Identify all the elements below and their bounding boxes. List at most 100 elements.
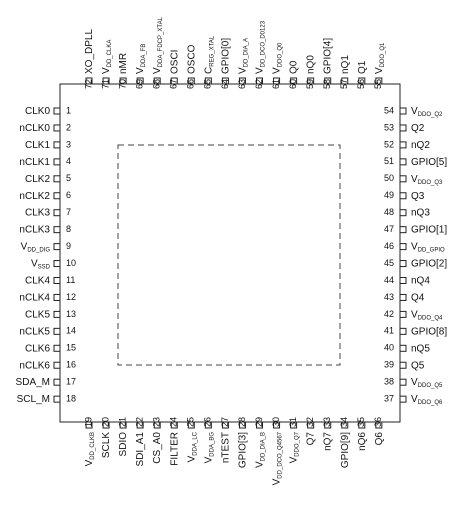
pin-label-main: nQ1 [339,55,350,74]
pin-pad [204,77,212,85]
pin-pad [170,77,178,85]
pin-label: VDD_DCO_D0123 [254,20,266,74]
pin-pad [307,421,315,429]
pin-number: 53 [384,122,394,132]
pin-pad [324,421,332,429]
pin-label: GPIO[4] [322,38,333,74]
pin-pad [53,226,61,234]
pin-label-main: SCLK [101,432,112,458]
pin-pad [358,421,366,429]
pin-label: CLK4 [25,275,50,286]
pin-number: 9 [66,241,71,251]
pin-label: VDD_CLKB [84,432,96,466]
pin-label: VDD_DCO_Q4567 [271,431,283,485]
pin-number: 46 [384,241,394,251]
pin-number: 67 [169,79,179,89]
pin-number: 28 [237,417,247,427]
pin-number: 16 [66,360,76,370]
pin-pad [399,293,407,301]
pin-pad [399,209,407,217]
pin-pad [153,77,161,85]
pin-pad [399,107,407,115]
pin-label: GPIO[5] [411,156,447,167]
pin-label-main: nCLK1 [19,156,50,167]
pin-label: GPIO[3] [237,432,248,468]
pin-number: 34 [339,417,349,427]
pin-pad [204,421,212,429]
pin-label-sub: DDA_FDCP_XTAL [158,16,164,67]
pin-number: 36 [373,417,383,427]
pin-number: 18 [66,394,76,404]
pin-number: 40 [384,343,394,353]
pin-label-sub: DDA_BG [209,432,215,457]
pin-label-main: V [152,67,163,74]
pin-pad [53,395,61,403]
pin-label-main: V [411,309,418,320]
pin-pad [375,77,383,85]
pin-label-sub: DDA_LC [192,431,198,455]
pin-label-main: nCLK4 [19,292,50,303]
pin-label-main: V [237,67,248,74]
pin-label-main: CLK4 [25,275,50,286]
pin-number: 2 [66,122,71,132]
pin-label-main: V [411,394,418,405]
pin-label: Q2 [411,123,425,134]
pin-label: nQ1 [339,55,350,74]
pin-label-main: Q3 [411,190,425,201]
pin-number: 3 [66,139,71,149]
pin-pad [256,77,263,85]
pin-label-main: V [254,461,265,468]
pin-label: VDDO_Q6 [411,394,443,406]
pin-pad [238,421,246,429]
pin-label: VDDA_LC [186,431,198,462]
pin-label: Q5 [411,360,425,371]
pin-label-main: V [84,459,95,466]
pin-pad [53,344,61,352]
pin-number: 71 [100,79,110,89]
pin-pad [53,141,61,149]
pin-label-main: nQ0 [305,55,316,74]
pin-pad [53,243,61,251]
pin-label: nQ2 [411,140,430,151]
pin-label: CLK2 [25,173,50,184]
pin-pad [119,77,127,85]
pin-pad [399,378,407,386]
pin-label-sub: DD_DIA_B [260,432,266,461]
pin-label: XO_DPLL [84,29,95,74]
pin-label: CLK1 [25,140,50,151]
pin-label-main: V [186,455,197,462]
pin-label-main: C [203,67,214,74]
pin-label-main: CLK3 [25,207,50,218]
pin-label: SCLK [101,432,112,458]
pin-pad [53,107,61,115]
pin-pad [399,310,407,318]
pin-label: nCLK1 [19,156,50,167]
pin-label: Q1 [356,60,367,74]
pin-label: nQ3 [411,207,430,218]
pin-pad [399,141,407,149]
pin-label-main: V [254,67,265,74]
pin-label-main: V [288,456,299,463]
pin-pad [153,421,161,429]
pin-label: CLK6 [25,343,50,354]
pin-label: SDI_A1 [135,432,146,467]
pin-label-main: GPIO[1] [411,224,447,235]
pin-number: 26 [203,417,213,427]
pin-pad [399,124,407,132]
pin-pad [399,158,407,166]
pin-pad [341,421,349,429]
pin-label: Q0 [288,60,299,74]
pin-number: 45 [384,258,394,268]
pin-label: VDDA_FDCP_XTAL [152,16,164,74]
pin-label-main: FILTER [169,432,180,466]
pin-pad [358,77,366,85]
pin-label-main: nQ2 [411,140,430,151]
pin-label: CLK5 [25,309,50,320]
pin-label-main: Q7 [305,432,316,446]
pin-number: 51 [384,156,394,166]
pin-number: 25 [186,417,196,427]
pin-label: SDIO [118,432,129,457]
pin-number: 61 [271,79,281,89]
pin-number: 1 [66,105,71,115]
pin-label-main: nCLK0 [19,123,50,134]
